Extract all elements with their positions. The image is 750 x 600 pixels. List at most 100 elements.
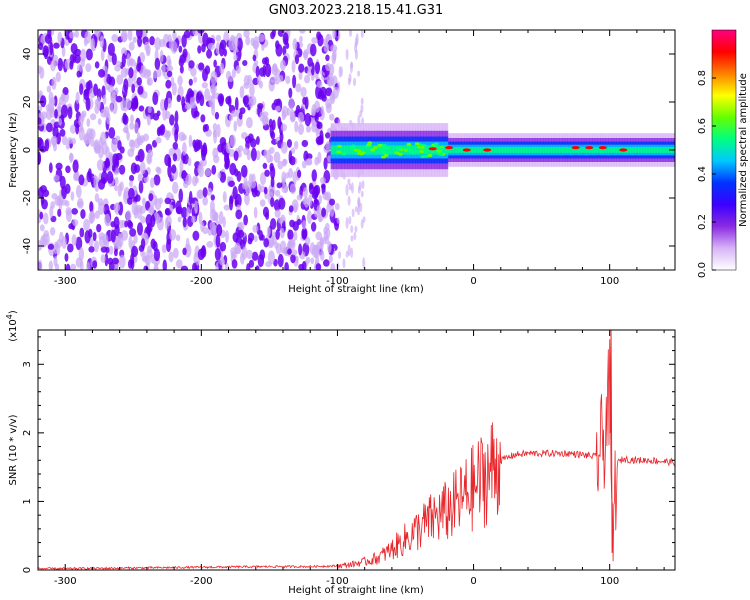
noise-point — [321, 207, 327, 218]
noise-point — [83, 133, 91, 145]
noise-point — [229, 134, 236, 147]
noise-point — [233, 120, 238, 132]
noise-point — [61, 185, 67, 200]
noise-point — [314, 100, 321, 113]
noise-point — [119, 181, 124, 192]
noise-point — [289, 183, 297, 195]
noise-point — [49, 226, 56, 236]
noise-point — [359, 202, 363, 213]
noise-point — [116, 74, 124, 85]
signal-band-segment — [602, 147, 607, 153]
noise-point — [108, 245, 114, 255]
noise-point — [98, 69, 106, 78]
noise-point — [304, 236, 311, 246]
signal-band-segment — [447, 147, 451, 153]
signal-band-segment — [562, 147, 566, 153]
noise-point — [111, 164, 116, 172]
noise-point — [129, 228, 137, 237]
noise-point — [213, 211, 219, 222]
noise-point — [309, 242, 316, 255]
signal-band-segment — [499, 147, 503, 153]
noise-point — [85, 63, 92, 73]
noise-point — [307, 210, 312, 224]
noise-point — [208, 94, 213, 107]
noise-point — [75, 236, 83, 251]
noise-point — [197, 45, 202, 54]
noise-point — [225, 142, 231, 154]
noise-point — [275, 105, 281, 112]
signal-band-segment — [529, 147, 533, 153]
signal-hotspot — [445, 146, 454, 150]
signal-blob — [356, 151, 362, 155]
signal-blob — [433, 142, 439, 146]
noise-point — [156, 167, 162, 175]
noise-point — [230, 251, 238, 259]
noise-point — [167, 59, 172, 68]
spectrogram-xtick-label: 0 — [470, 276, 476, 287]
noise-point — [200, 114, 206, 123]
noise-point — [337, 30, 341, 40]
noise-point — [334, 202, 340, 211]
noise-point — [345, 217, 349, 229]
noise-point — [123, 186, 130, 201]
noise-point — [255, 190, 260, 197]
noise-point — [202, 68, 208, 82]
noise-point — [289, 219, 295, 228]
noise-point — [68, 223, 75, 230]
signal-blob — [420, 155, 426, 159]
noise-point — [339, 66, 343, 77]
noise-point — [158, 197, 163, 205]
noise-point — [279, 59, 286, 71]
noise-point — [99, 35, 104, 48]
signal-blob — [349, 147, 355, 151]
noise-point — [273, 78, 280, 85]
noise-point — [114, 176, 119, 185]
noise-point — [96, 159, 104, 171]
signal-band-segment — [532, 147, 536, 153]
noise-point — [181, 170, 187, 179]
noise-point — [193, 110, 200, 117]
noise-point — [270, 176, 275, 188]
noise-point — [240, 164, 248, 178]
noise-point — [96, 96, 101, 110]
noise-point — [87, 168, 92, 179]
noise-point — [299, 35, 303, 43]
noise-point — [113, 249, 118, 257]
noise-point — [85, 48, 93, 61]
noise-point — [325, 62, 332, 72]
noise-point — [60, 104, 69, 118]
signal-blob — [439, 147, 445, 151]
noise-point — [139, 161, 146, 175]
noise-point — [309, 43, 317, 57]
signal-band-segment — [534, 147, 539, 153]
noise-point — [90, 37, 96, 51]
noise-point — [65, 263, 71, 270]
noise-point — [124, 220, 129, 228]
noise-point — [40, 111, 48, 120]
signal-band-segment — [477, 147, 481, 153]
noise-point — [258, 34, 266, 43]
noise-point — [128, 180, 133, 188]
noise-point — [351, 208, 355, 218]
signal-hotspot — [428, 147, 437, 151]
noise-point — [338, 251, 342, 259]
noise-point — [70, 43, 78, 54]
noise-point — [167, 164, 172, 178]
noise-point — [100, 48, 105, 61]
noise-point — [84, 31, 91, 44]
signal-blob — [366, 143, 372, 147]
signal-band-segment — [417, 145, 421, 155]
noise-point — [234, 242, 241, 254]
noise-point — [293, 204, 298, 213]
noise-point — [325, 132, 331, 139]
noise-point — [347, 77, 351, 86]
noise-point — [122, 127, 129, 134]
noise-point — [57, 57, 64, 72]
noise-point — [180, 265, 189, 270]
noise-point — [215, 234, 221, 248]
signal-band-segment — [344, 145, 348, 155]
noise-point — [225, 230, 229, 243]
signal-band-segment — [513, 147, 517, 153]
noise-point — [88, 211, 96, 224]
noise-point — [56, 194, 64, 206]
